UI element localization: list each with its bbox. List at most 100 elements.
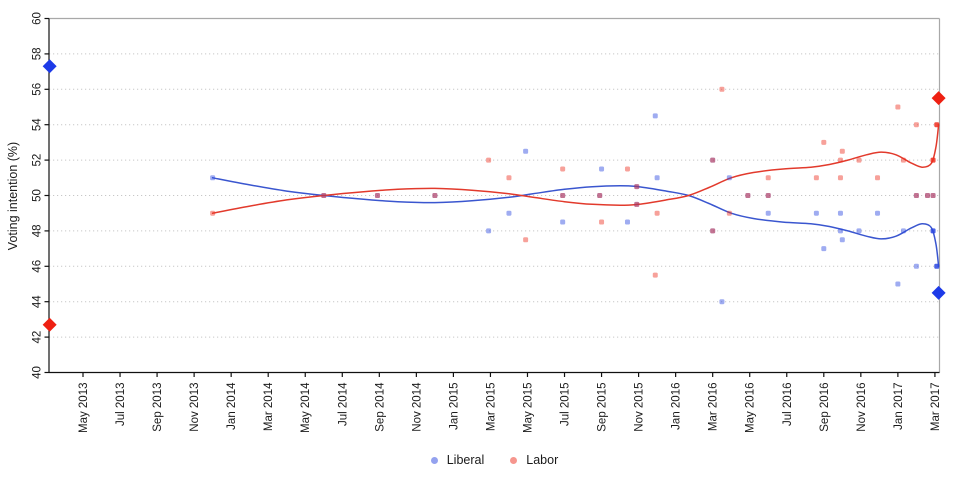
poll-point-labor	[374, 193, 380, 198]
poll-point-liberal	[634, 201, 640, 207]
poll-point-labor	[560, 193, 566, 198]
poll-point-liberal	[895, 281, 901, 287]
poll-point-liberal	[930, 193, 936, 198]
poll-point-liberal	[837, 228, 843, 234]
poll-point-labor	[486, 157, 492, 163]
poll-point-liberal	[321, 193, 327, 198]
x-tick-label: Mar 2016	[708, 383, 720, 432]
poll-point-liberal	[913, 263, 919, 269]
x-tick-label: Sep 2016	[819, 383, 831, 432]
x-tick-label: May 2015	[522, 383, 534, 434]
legend-label-labor: Labor	[526, 453, 559, 467]
trend-line-liberal	[211, 177, 940, 268]
poll-point-labor	[930, 193, 936, 198]
poll-point-labor	[432, 193, 438, 198]
legend: Liberal Labor	[49, 450, 940, 470]
poll-point-labor	[839, 148, 845, 154]
poll-point-labor	[710, 157, 716, 163]
poll-point-labor	[321, 193, 327, 198]
x-tick-label: Jan 2017	[893, 383, 905, 430]
poll-point-liberal	[486, 228, 492, 234]
poll-point-liberal	[210, 175, 216, 181]
x-tick-label: Jan 2015	[448, 383, 460, 430]
poll-point-liberal	[710, 228, 716, 234]
poll-point-labor	[710, 228, 716, 234]
x-tick-label: Nov 2015	[634, 383, 646, 432]
y-tick-label: 50	[32, 189, 44, 202]
poll-point-liberal	[856, 228, 862, 234]
poll-point-liberal	[599, 166, 605, 172]
poll-point-liberal	[900, 228, 906, 234]
poll-point-liberal	[765, 210, 771, 216]
poll-point-labor	[652, 272, 658, 278]
x-tick-label: Jul 2013	[115, 383, 127, 426]
poll-point-labor	[745, 193, 751, 198]
y-tick-label: 60	[32, 12, 44, 25]
x-tick-label: Nov 2016	[856, 383, 868, 432]
poll-point-labor	[837, 157, 843, 163]
x-tick-label: Sep 2014	[374, 382, 386, 432]
poll-point-liberal	[560, 193, 566, 198]
poll-point-liberal	[597, 193, 603, 198]
poll-point-labor	[560, 166, 566, 172]
y-tick-label: 52	[32, 154, 44, 167]
y-tick-label: 48	[32, 225, 44, 238]
x-tick-label: Jan 2014	[226, 382, 238, 430]
y-tick-label: 44	[32, 295, 44, 308]
x-tick-label: Mar 2015	[485, 383, 497, 432]
poll-point-labor	[634, 201, 640, 207]
liberal-point-icon	[430, 456, 438, 464]
poll-point-labor	[856, 157, 862, 163]
y-tick-label: 58	[32, 48, 44, 61]
y-axis-title: Voting intention (%)	[0, 18, 26, 373]
election-marker-liberal	[42, 59, 57, 74]
election-marker-liberal	[931, 285, 946, 300]
poll-point-labor	[913, 193, 919, 198]
poll-point-labor	[506, 175, 512, 181]
x-tick-label: Mar 2014	[263, 382, 275, 431]
poll-point-liberal	[875, 210, 881, 216]
x-tick-label: Jan 2016	[671, 383, 683, 430]
poll-point-liberal	[934, 263, 940, 269]
poll-point-labor	[900, 157, 906, 163]
y-axis-title-text: Voting intention (%)	[6, 141, 20, 250]
poll-point-labor	[813, 175, 819, 181]
y-tick-label: 46	[32, 260, 44, 273]
poll-point-liberal	[925, 193, 931, 198]
x-tick-label: Nov 2014	[411, 382, 423, 432]
poll-point-labor	[930, 157, 936, 163]
poll-point-labor	[726, 210, 732, 216]
y-tick-label: 54	[32, 118, 44, 131]
poll-point-liberal	[837, 210, 843, 216]
poll-point-liberal	[374, 193, 380, 198]
poll-point-liberal	[765, 193, 771, 198]
poll-point-liberal	[560, 219, 566, 225]
poll-point-liberal	[726, 175, 732, 181]
poll-point-liberal	[745, 193, 751, 198]
poll-point-liberal	[813, 210, 819, 216]
poll-point-liberal	[652, 113, 658, 119]
poll-point-labor	[624, 166, 630, 172]
poll-point-liberal	[930, 228, 936, 234]
legend-item-liberal: Liberal	[430, 453, 484, 467]
election-marker-labor	[931, 91, 946, 106]
labor-point-icon	[510, 456, 518, 464]
poll-point-liberal	[821, 246, 827, 252]
poll-point-liberal	[710, 157, 716, 163]
poll-point-labor	[934, 122, 940, 128]
poll-point-labor	[821, 139, 827, 145]
poll-point-labor	[599, 219, 605, 225]
poll-point-liberal	[913, 193, 919, 198]
x-tick-label: May 2014	[300, 382, 312, 433]
y-tick-label: 56	[32, 83, 44, 96]
poll-point-liberal	[624, 219, 630, 225]
poll-point-labor	[913, 122, 919, 128]
trend-line-labor	[211, 123, 940, 214]
poll-point-liberal	[719, 299, 725, 305]
poll-point-labor	[634, 184, 640, 190]
poll-point-labor	[837, 175, 843, 181]
poll-point-labor	[895, 104, 901, 110]
poll-point-labor	[875, 175, 881, 181]
